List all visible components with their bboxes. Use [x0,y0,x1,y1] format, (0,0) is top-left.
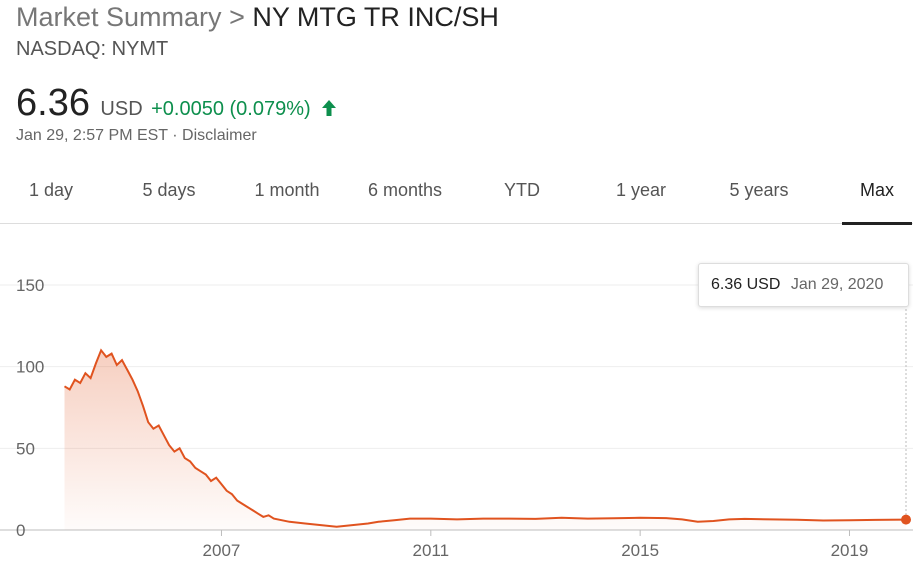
tab-max[interactable]: Max [842,165,912,225]
price-line [63,348,907,528]
breadcrumb-separator: > [229,2,245,32]
disclaimer-link[interactable]: Disclaimer [182,127,257,144]
tab-5-days[interactable]: 5 days [142,180,196,200]
last-price-point[interactable] [901,514,911,525]
y-tick-label: 150 [16,276,44,295]
breadcrumb: Market Summary > NY MTG TR INC/SH [16,2,499,33]
tooltip-price: 6.36 USD [711,276,781,293]
y-tick-label: 50 [16,439,35,458]
arrow-up-icon [321,99,337,122]
tooltip-date: Jan 29, 2020 [790,276,884,293]
tab-5-years[interactable]: 5 years [729,180,789,200]
tab-1-day[interactable]: 1 day [28,180,74,200]
tab-ytd[interactable]: YTD [504,180,540,200]
current-price: 6.36 [16,82,90,124]
y-tick-label: 0 [16,521,25,540]
currency: USD [100,98,143,120]
tab-1-month[interactable]: 1 month [254,180,320,200]
price-change: +0.0050 (0.079%) [151,98,311,120]
quote-timestamp-row: Jan 29, 2:57 PM EST · Disclaimer [16,127,257,145]
range-tabs: 1 day 5 days 1 month 6 months YTD 1 year… [0,165,913,225]
x-tick-label: 2007 [203,541,241,560]
x-tick-label: 2019 [831,541,869,560]
breadcrumb-root[interactable]: Market Summary [16,2,222,32]
tab-1-year[interactable]: 1 year [615,180,667,200]
exchange-ticker: NASDAQ: NYMT [16,38,169,60]
company-name: NY MTG TR INC/SH [252,2,499,32]
price-area [64,350,906,530]
y-tick-label: 100 [16,358,44,377]
price-tooltip: 6.36 USD Jan 29, 2020 [698,263,909,307]
x-tick-label: 2015 [621,541,659,560]
quote-timestamp: Jan 29, 2:57 PM EST [16,127,168,144]
timestamp-dot: · [172,127,178,144]
tab-6-months[interactable]: 6 months [367,180,443,200]
x-tick-label: 2011 [413,541,450,560]
price-row: 6.36 USD +0.0050 (0.079%) [16,82,337,125]
